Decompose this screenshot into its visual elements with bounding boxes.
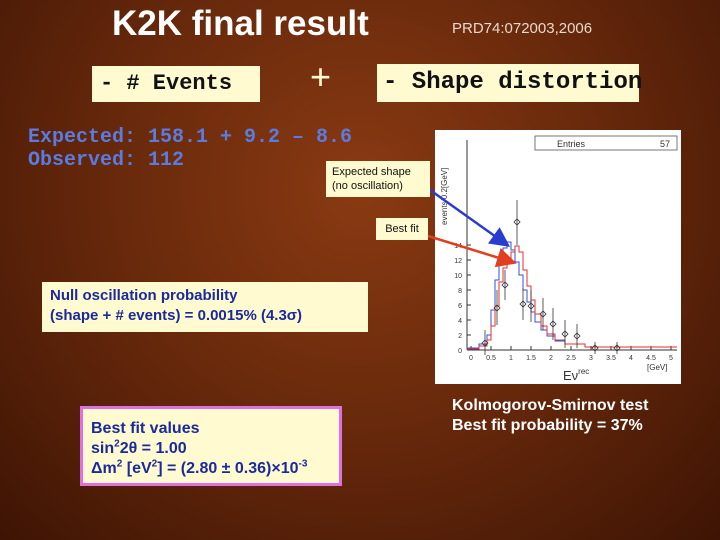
events-label-box: - # Events bbox=[92, 66, 260, 102]
x-tick-label: 5 bbox=[669, 355, 673, 362]
y-tick-label: 8 bbox=[458, 288, 462, 295]
best-fit-histogram bbox=[466, 245, 677, 350]
x-tick-label: 1.5 bbox=[526, 355, 536, 362]
energy-spectrum-plot: Entries 57 events/0.2[GeV] 02468101214 0… bbox=[435, 130, 681, 384]
slide-title: K2K final result bbox=[112, 4, 369, 43]
x-tick-label: 0 bbox=[469, 355, 473, 362]
ks-line2: Best fit probability = 37% bbox=[452, 417, 643, 434]
observed-events-line: Observed: 112 bbox=[28, 149, 185, 172]
null-oscillation-box: Null oscillation probability (shape + # … bbox=[42, 282, 368, 332]
y-tick-label: 10 bbox=[454, 273, 462, 280]
x-axis-unit: [GeV] bbox=[647, 363, 667, 372]
x-tick-label: 4 bbox=[629, 355, 633, 362]
x-tick-label: 0.5 bbox=[486, 355, 496, 362]
spectrum-svg: Entries 57 events/0.2[GeV] 02468101214 0… bbox=[435, 130, 681, 384]
shape-distortion-label-box: - Shape distortion bbox=[377, 64, 642, 102]
expected-events-line: Expected: 158.1 + 9.2 – 8.6 bbox=[28, 126, 353, 149]
reference-citation: PRD74:072003,2006 bbox=[452, 20, 593, 37]
null-line1: Null oscillation probability bbox=[50, 287, 238, 304]
plus-sign: + bbox=[310, 56, 332, 97]
x-tick-label: 4.5 bbox=[646, 355, 656, 362]
stat-value: 57 bbox=[660, 139, 670, 149]
bf-dm-line: Δm2 [eV2] = (2.80 ± 0.36)×10-3 bbox=[91, 458, 308, 477]
x-tick-label: 2.5 bbox=[566, 355, 576, 362]
expected-shape-arrow bbox=[429, 188, 511, 247]
expected-shape-callout: Expected shape (no oscillation) bbox=[326, 161, 430, 197]
y-axis-label: events/0.2[GeV] bbox=[440, 168, 449, 225]
y-tick-label: 0 bbox=[458, 348, 462, 355]
ks-line1: Kolmogorov-Smirnov test bbox=[452, 397, 649, 414]
best-fit-arrow bbox=[427, 234, 517, 268]
x-tick-label: 1 bbox=[509, 355, 513, 362]
stat-label: Entries bbox=[557, 139, 586, 149]
best-fit-callout: Best fit bbox=[376, 218, 428, 240]
y-tick-label: 6 bbox=[458, 303, 462, 310]
ks-test-text: Kolmogorov-Smirnov test Best fit probabi… bbox=[452, 396, 648, 436]
x-tick-label: 3 bbox=[589, 355, 593, 362]
best-fit-values-box: Best fit values sin22θ = 1.00 Δm2 [eV2] … bbox=[80, 406, 342, 486]
y-tick-label: 2 bbox=[458, 333, 462, 340]
y-tick-label: 12 bbox=[454, 258, 462, 265]
stat-box bbox=[534, 135, 678, 151]
x-axis-label: Eνrec bbox=[563, 367, 589, 383]
x-tick-label: 3.5 bbox=[606, 355, 616, 362]
data-points bbox=[481, 200, 621, 355]
expected-shape-line1: Expected shape bbox=[332, 166, 411, 178]
expected-shape-line2: (no oscillation) bbox=[332, 180, 403, 192]
x-tick-label: 2 bbox=[549, 355, 553, 362]
bf-values-title: Best fit values bbox=[91, 420, 200, 437]
bf-sin-line: sin22θ = 1.00 bbox=[91, 438, 187, 457]
null-line2: (shape + # events) = 0.0015% (4.3σ) bbox=[50, 307, 303, 324]
expected-shape-histogram bbox=[466, 241, 677, 350]
x-ticks: 0 0.5 1 1.5 2 2.5 3 3.5 4 4.5 5 bbox=[469, 346, 673, 362]
y-tick-label: 4 bbox=[458, 318, 462, 325]
